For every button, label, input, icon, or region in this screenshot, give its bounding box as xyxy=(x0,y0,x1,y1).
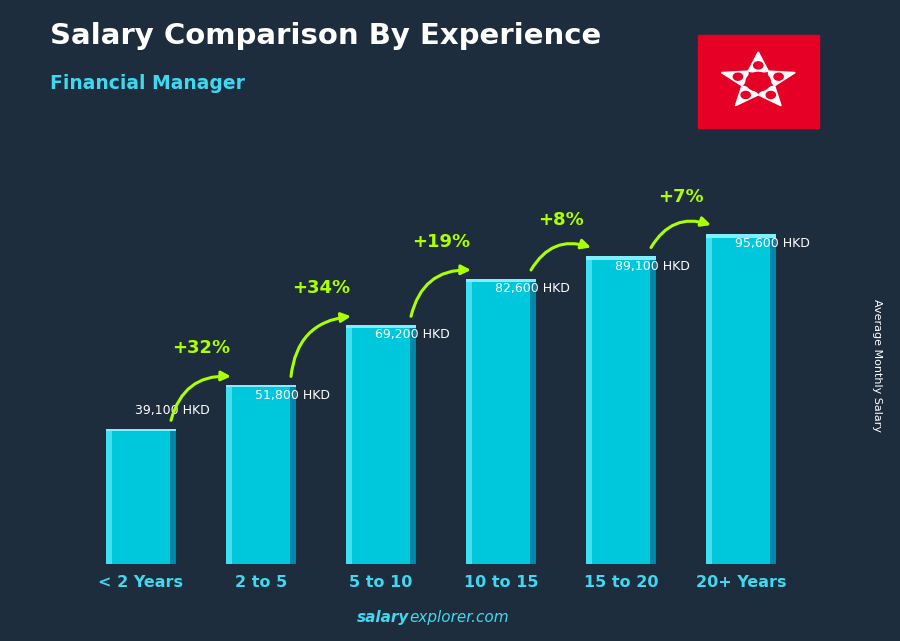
Wedge shape xyxy=(748,52,769,72)
Bar xyxy=(410,325,416,564)
Bar xyxy=(346,325,416,564)
Bar xyxy=(650,256,656,564)
Bar xyxy=(106,429,176,431)
Bar xyxy=(226,385,296,564)
Text: 95,600 HKD: 95,600 HKD xyxy=(735,237,810,250)
Text: 51,800 HKD: 51,800 HKD xyxy=(255,388,330,401)
Circle shape xyxy=(734,73,742,80)
Bar xyxy=(170,429,176,564)
Bar xyxy=(706,234,712,564)
Text: 82,600 HKD: 82,600 HKD xyxy=(495,282,570,295)
Bar xyxy=(346,325,416,328)
Bar xyxy=(466,279,536,282)
Text: salary: salary xyxy=(357,610,410,625)
Circle shape xyxy=(746,72,770,91)
Text: Average Monthly Salary: Average Monthly Salary xyxy=(872,299,883,432)
Bar xyxy=(586,256,656,564)
Text: Salary Comparison By Experience: Salary Comparison By Experience xyxy=(50,22,601,51)
Text: Financial Manager: Financial Manager xyxy=(50,74,245,93)
Bar xyxy=(106,429,112,564)
Text: +34%: +34% xyxy=(292,279,350,297)
Bar xyxy=(770,234,776,564)
Text: +19%: +19% xyxy=(412,233,470,251)
Bar xyxy=(586,256,592,564)
Bar xyxy=(586,256,656,260)
Text: 69,200 HKD: 69,200 HKD xyxy=(375,328,450,342)
Bar xyxy=(706,234,776,564)
Bar xyxy=(290,385,296,564)
Bar xyxy=(706,234,776,238)
Wedge shape xyxy=(769,71,796,86)
Text: 39,100 HKD: 39,100 HKD xyxy=(135,404,210,417)
Bar xyxy=(226,385,296,387)
Bar xyxy=(466,279,472,564)
Bar xyxy=(346,325,352,564)
Bar xyxy=(466,279,536,564)
Circle shape xyxy=(766,92,776,99)
Text: +8%: +8% xyxy=(538,210,584,229)
Bar xyxy=(530,279,536,564)
Circle shape xyxy=(741,92,751,99)
Bar xyxy=(226,385,232,564)
Text: 89,100 HKD: 89,100 HKD xyxy=(615,260,690,272)
Bar xyxy=(106,429,176,564)
Text: explorer.com: explorer.com xyxy=(410,610,509,625)
Wedge shape xyxy=(759,86,781,106)
Text: +7%: +7% xyxy=(658,188,704,206)
Circle shape xyxy=(753,62,763,69)
Wedge shape xyxy=(721,71,748,86)
Circle shape xyxy=(774,73,783,80)
Text: +32%: +32% xyxy=(172,340,230,358)
Wedge shape xyxy=(735,86,758,106)
